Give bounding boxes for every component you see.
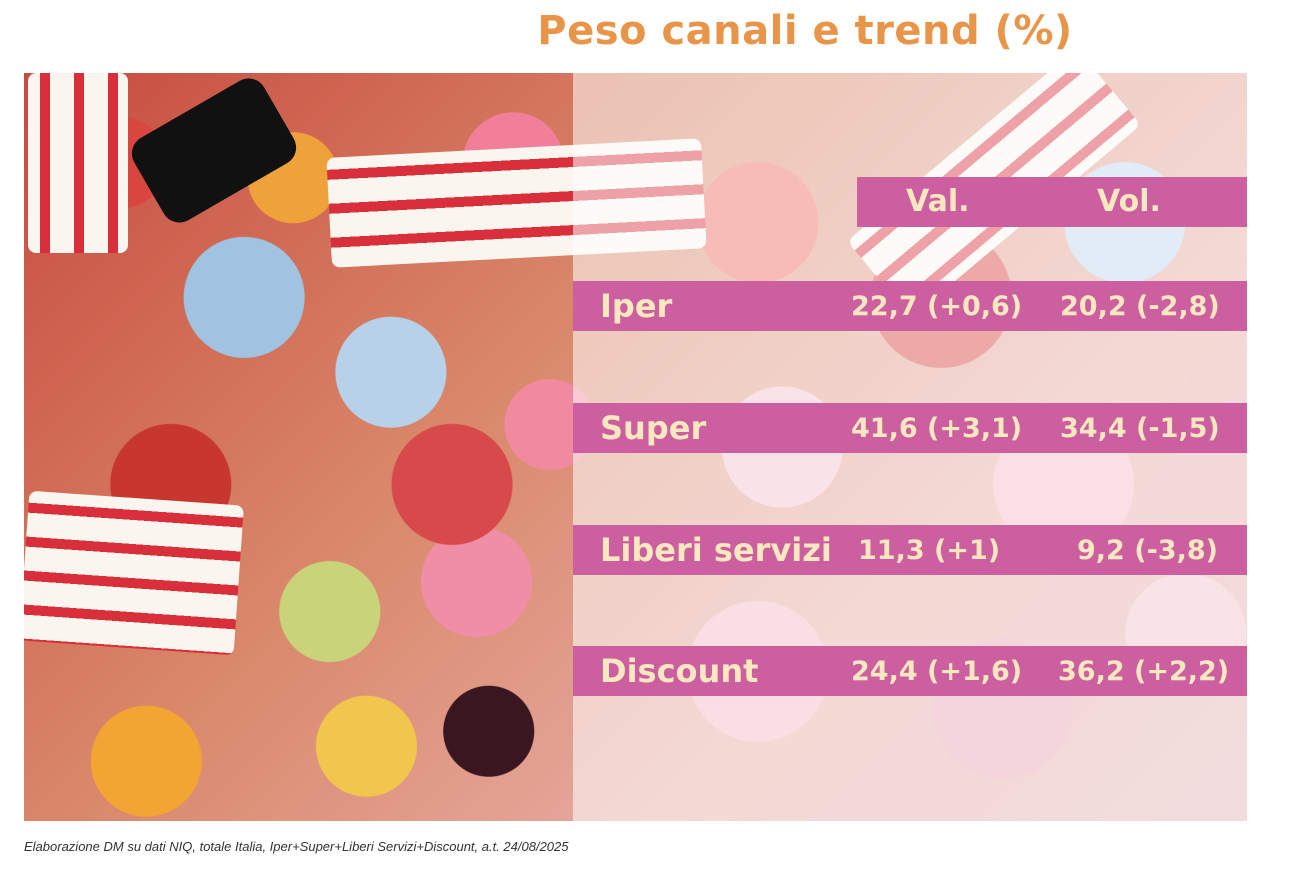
row-label-liberi-servizi: Liberi servizi [600, 531, 832, 569]
row-label-iper: Iper [600, 287, 673, 325]
row-vol-super: 34,4 (-1,5) [1060, 413, 1220, 444]
chart-title: Peso canali e trend (%) [537, 8, 1073, 54]
table-row [573, 281, 1247, 331]
row-val-super: 41,6 (+3,1) [851, 413, 1023, 444]
row-label-discount: Discount [600, 652, 759, 690]
table-header-bar [857, 177, 1247, 227]
table-row [573, 525, 1247, 575]
source-footnote: Elaborazione DM su dati NIQ, totale Ital… [24, 839, 569, 854]
table-row [573, 403, 1247, 453]
row-vol-iper: 20,2 (-2,8) [1060, 291, 1220, 322]
column-header-vol: Vol. [1097, 184, 1161, 219]
row-val-liberi-servizi: 11,3 (+1) [858, 535, 1001, 566]
candy-stripe-3 [24, 490, 244, 656]
column-header-val: Val. [906, 184, 970, 219]
candy-stripe-1 [28, 73, 128, 253]
row-val-iper: 22,7 (+0,6) [851, 291, 1023, 322]
row-label-super: Super [600, 409, 707, 447]
licorice-candy [125, 73, 303, 230]
row-val-discount: 24,4 (+1,6) [851, 656, 1023, 687]
row-vol-discount: 36,2 (+2,2) [1058, 656, 1230, 687]
table-row [573, 646, 1247, 696]
row-vol-liberi-servizi: 9,2 (-3,8) [1077, 535, 1218, 566]
